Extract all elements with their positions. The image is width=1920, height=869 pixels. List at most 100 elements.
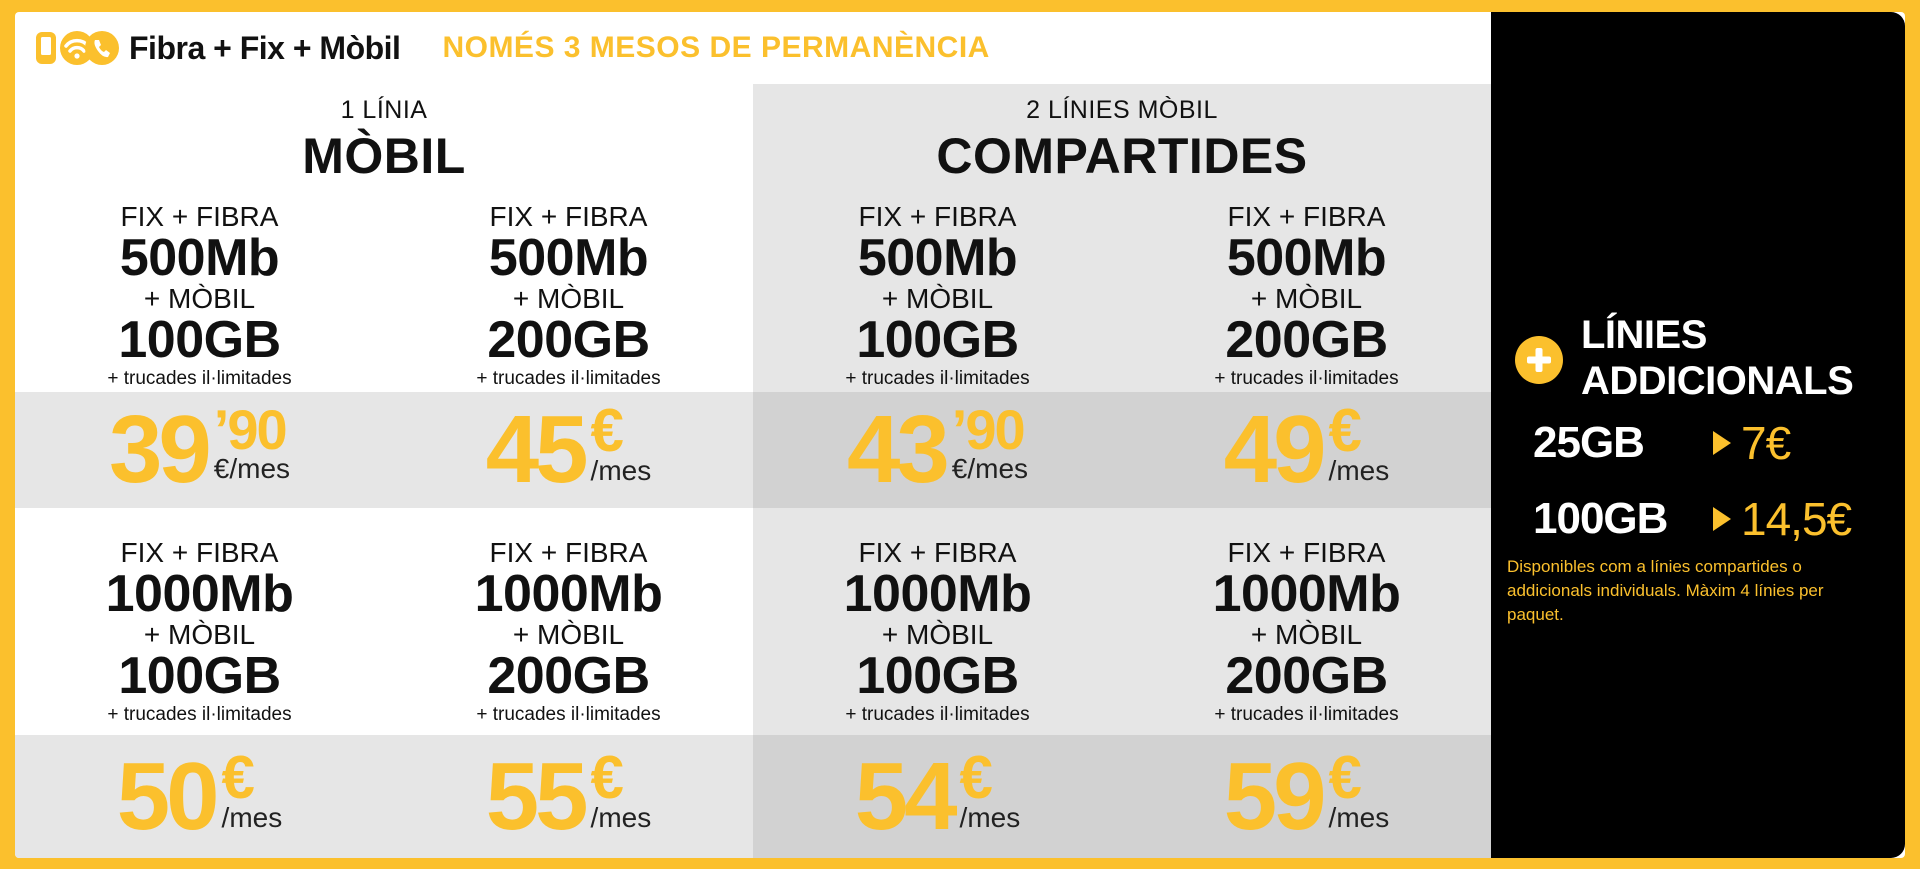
plan-card: FIX + FIBRA 1000Mb + MÒBIL 100GB + truca… xyxy=(15,538,384,726)
fiber-speed: 500Mb xyxy=(488,229,649,287)
fix-label: FIX + FIBRA xyxy=(858,537,1017,568)
price-unit: /mes xyxy=(1328,455,1390,486)
offers-card: Fibra + Fix + Mòbil NOMÉS 3 MESOS DE PER… xyxy=(15,12,1905,858)
price-unit: €/mes xyxy=(951,453,1029,484)
calls-label: + trucades il·limitades xyxy=(476,368,661,389)
plan-card: FIX + FIBRA 1000Mb + MÒBIL 200GB + truca… xyxy=(1122,538,1491,726)
fix-label: FIX + FIBRA xyxy=(1227,201,1386,232)
price-row-500mb: 39 ’90 €/mes 45 € /mes 43 ’90 € xyxy=(15,392,1491,508)
price-row-1000mb: 50 € /mes 55 € /mes 54 € /mes xyxy=(15,735,1491,858)
fix-label: FIX + FIBRA xyxy=(858,201,1017,232)
mobile-label: + MÒBIL xyxy=(512,619,625,650)
calls-label: + trucades il·limitades xyxy=(845,704,1030,725)
calls-label: + trucades il·limitades xyxy=(845,368,1030,389)
additional-line-price: 14,5€ xyxy=(1741,493,1852,545)
mobile-data: 100GB xyxy=(118,311,281,369)
price-integer: 43 xyxy=(846,396,950,503)
arrow-right-icon xyxy=(1713,431,1731,455)
additional-line-data: 100GB xyxy=(1533,494,1668,543)
additional-lines-title-line1: LÍNIES xyxy=(1581,313,1707,357)
section-subtitle: 1 LÍNIA xyxy=(340,96,428,124)
price-band-500mb xyxy=(15,392,1491,508)
price-currency: € xyxy=(221,743,255,811)
section-subtitle: 2 LÍNIES MÒBIL xyxy=(1026,96,1218,124)
mobile-label: + MÒBIL xyxy=(512,283,625,314)
price-tag: 43 ’90 €/mes xyxy=(753,392,1122,508)
plan-card: FIX + FIBRA 1000Mb + MÒBIL 200GB + truca… xyxy=(384,538,753,726)
calls-label: + trucades il·limitades xyxy=(1214,368,1399,389)
price-currency: € xyxy=(959,743,993,811)
brand-logo: Fibra + Fix + Mòbil xyxy=(35,29,401,67)
fix-label: FIX + FIBRA xyxy=(1227,537,1386,568)
additional-line-option: 25GB 7€ xyxy=(1533,416,1791,470)
section-head-single-line: 1 LÍNIA MÒBIL xyxy=(15,96,753,185)
price-unit: €/mes xyxy=(213,453,291,484)
plan-card: FIX + FIBRA 500Mb + MÒBIL 200GB + trucad… xyxy=(1122,202,1491,390)
section-title: COMPARTIDES xyxy=(936,128,1308,184)
fix-label: FIX + FIBRA xyxy=(489,201,648,232)
price-currency: € xyxy=(1328,397,1362,464)
mobile-data: 200GB xyxy=(1225,311,1388,369)
additional-line-option: 100GB 14,5€ xyxy=(1533,492,1852,546)
fiber-speed: 1000Mb xyxy=(105,565,294,623)
price-integer: 39 xyxy=(108,396,212,503)
fix-label: FIX + FIBRA xyxy=(120,537,279,568)
price-integer: 54 xyxy=(854,742,958,850)
phone-wifi-phone-icon xyxy=(36,31,119,65)
brand-name: Fibra + Fix + Mòbil xyxy=(129,29,401,66)
price-unit: /mes xyxy=(590,455,652,486)
price-band-1000mb xyxy=(15,735,1491,858)
price-tag: 45 € /mes xyxy=(384,392,753,508)
calls-label: + trucades il·limitades xyxy=(1214,704,1399,725)
price-tag: 55 € /mes xyxy=(384,735,753,858)
calls-label: + trucades il·limitades xyxy=(107,368,292,389)
plan-card: FIX + FIBRA 1000Mb + MÒBIL 100GB + truca… xyxy=(753,538,1122,726)
mobile-data: 100GB xyxy=(118,647,281,705)
section-head-shared-lines: 2 LÍNIES MÒBIL COMPARTIDES xyxy=(753,96,1491,185)
mobile-data: 100GB xyxy=(856,311,1019,369)
price-integer: 49 xyxy=(1223,396,1327,503)
plus-icon xyxy=(1515,336,1563,384)
fiber-speed: 1000Mb xyxy=(843,565,1032,623)
plan-card: FIX + FIBRA 500Mb + MÒBIL 100GB + trucad… xyxy=(753,202,1122,390)
price-decimal: ’90 xyxy=(213,398,288,461)
price-currency: € xyxy=(1328,743,1362,811)
fix-label: FIX + FIBRA xyxy=(489,537,648,568)
price-currency: € xyxy=(590,743,624,811)
section-title: MÒBIL xyxy=(302,128,466,184)
price-tag: 39 ’90 €/mes xyxy=(15,392,384,508)
mobile-data: 200GB xyxy=(487,311,650,369)
calls-label: + trucades il·limitades xyxy=(476,704,661,725)
additional-lines-title-line2: ADDICIONALS xyxy=(1581,359,1854,403)
arrow-right-icon xyxy=(1713,507,1731,531)
additional-lines-note: Disponibles com a línies compartides o a… xyxy=(1507,557,1824,624)
price-currency: € xyxy=(590,397,624,464)
price-tag: 54 € /mes xyxy=(753,735,1122,858)
fiber-speed: 500Mb xyxy=(119,229,280,287)
mobile-label: + MÒBIL xyxy=(143,619,256,650)
price-tag: 50 € /mes xyxy=(15,735,384,858)
price-unit: /mes xyxy=(590,801,652,833)
plan-card: FIX + FIBRA 500Mb + MÒBIL 200GB + trucad… xyxy=(384,202,753,390)
price-integer: 50 xyxy=(116,742,220,850)
price-integer: 59 xyxy=(1223,742,1327,850)
price-tag: 59 € /mes xyxy=(1122,735,1491,858)
additional-line-price: 7€ xyxy=(1741,417,1791,469)
mobile-label: + MÒBIL xyxy=(881,283,994,314)
mobile-data: 200GB xyxy=(1225,647,1388,705)
fiber-speed: 500Mb xyxy=(1226,229,1387,287)
additional-lines-heading: LÍNIES ADDICIONALS xyxy=(1515,312,1854,404)
price-unit: /mes xyxy=(1328,801,1390,833)
fiber-speed: 1000Mb xyxy=(474,565,663,623)
mobile-label: + MÒBIL xyxy=(881,619,994,650)
fiber-speed: 500Mb xyxy=(857,229,1018,287)
permanence-tagline: NOMÉS 3 MESOS DE PERMANÈNCIA xyxy=(442,31,990,64)
mobile-label: + MÒBIL xyxy=(143,283,256,314)
mobile-data: 100GB xyxy=(856,647,1019,705)
additional-line-data: 25GB xyxy=(1533,418,1645,467)
calls-label: + trucades il·limitades xyxy=(107,704,292,725)
additional-lines-panel: LÍNIES ADDICIONALS 25GB 7€ 100GB 14,5€ D… xyxy=(1491,12,1905,858)
header: Fibra + Fix + Mòbil NOMÉS 3 MESOS DE PER… xyxy=(15,12,1491,84)
mobile-data: 200GB xyxy=(487,647,650,705)
price-integer: 45 xyxy=(485,396,589,503)
